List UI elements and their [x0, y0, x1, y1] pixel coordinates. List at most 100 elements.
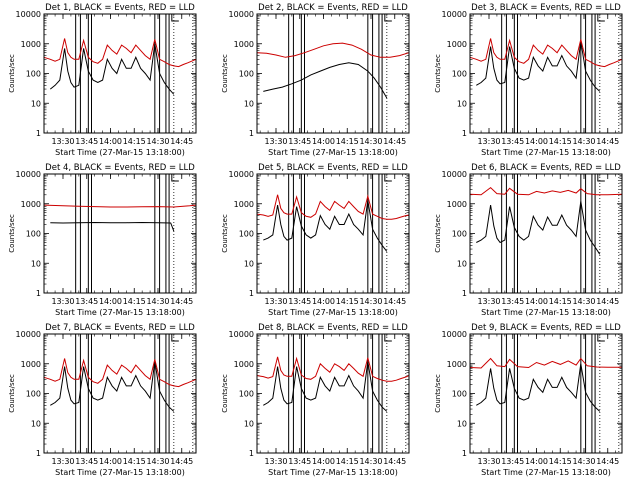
panel-title: Det 5, BLACK = Events, RED = LLD	[258, 163, 408, 173]
y-tick-label: 10000	[16, 10, 41, 19]
events-series-line	[50, 361, 175, 412]
x-axis-label: Start Time (27-Mar-15 13:18:00)	[268, 468, 398, 477]
panel-det-3: 1 10 100 1000 10000 13:30 13:45 14:00 14:15 14:30…	[434, 3, 623, 157]
x-tick-label: 14:00	[525, 457, 548, 466]
lld-series-line	[256, 356, 410, 382]
bracket-marker	[384, 174, 392, 182]
x-tick-label: 14:30	[146, 457, 169, 466]
x-tick-label: 14:30	[146, 297, 169, 306]
y-tick-label: 100	[452, 230, 467, 239]
panel-det-2: 1 10 100 1000 10000 13:30 13:45 14:00 14:15 14:30…	[221, 3, 410, 157]
lld-series-line	[469, 186, 623, 196]
plot-frame	[256, 13, 410, 134]
x-tick-label: 14:15	[549, 457, 572, 466]
plot-frame	[469, 173, 623, 294]
y-tick-label: 1	[462, 129, 467, 138]
y-axis-label: Counts/sec	[434, 214, 442, 253]
x-tick-label: 13:45	[75, 297, 98, 306]
x-tick-label: 14:00	[99, 137, 122, 146]
x-axis-label: Start Time (27-Mar-15 13:18:00)	[481, 148, 611, 157]
panel-det-1: 1 10 100 1000 10000 13:30 13:45 14:00 14:15 14:30…	[8, 3, 197, 157]
x-tick-label: 14:00	[312, 137, 335, 146]
y-axis-label: Counts/sec	[221, 374, 229, 413]
y-tick-label: 1	[462, 289, 467, 298]
bracket-marker	[384, 334, 392, 342]
x-tick-label: 14:30	[572, 297, 595, 306]
y-tick-label: 100	[239, 230, 254, 239]
y-tick-label: 10000	[16, 170, 41, 179]
y-tick-label: 10	[31, 259, 41, 268]
y-tick-label: 1	[249, 289, 254, 298]
x-tick-label: 14:15	[336, 137, 359, 146]
y-tick-label: 1000	[234, 360, 254, 369]
plot-frame	[469, 13, 623, 134]
x-tick-label: 14:45	[170, 457, 193, 466]
y-tick-label: 100	[26, 230, 41, 239]
plot-frame	[43, 173, 197, 294]
x-tick-label: 14:30	[146, 137, 169, 146]
events-series-line	[50, 221, 175, 232]
x-tick-label: 13:45	[75, 137, 98, 146]
y-tick-label: 1000	[447, 40, 467, 49]
y-tick-label: 10000	[442, 10, 467, 19]
lld-series-line	[43, 204, 197, 208]
x-tick-label: 13:30	[51, 137, 74, 146]
x-tick-label: 14:15	[123, 137, 146, 146]
y-tick-label: 10	[31, 419, 41, 428]
x-tick-label: 14:45	[596, 297, 619, 306]
y-tick-label: 10000	[229, 170, 254, 179]
x-tick-label: 13:30	[51, 457, 74, 466]
x-tick-label: 13:30	[264, 457, 287, 466]
x-axis-label: Start Time (27-Mar-15 13:18:00)	[481, 468, 611, 477]
events-series-line	[49, 43, 175, 95]
x-tick-label: 14:15	[336, 297, 359, 306]
panel-title: Det 6, BLACK = Events, RED = LLD	[471, 163, 621, 173]
panel-title: Det 7, BLACK = Events, RED = LLD	[45, 323, 195, 333]
y-tick-label: 100	[452, 390, 467, 399]
x-tick-label: 14:15	[549, 297, 572, 306]
x-tick-label: 14:00	[525, 297, 548, 306]
y-tick-label: 1000	[234, 200, 254, 209]
x-tick-label: 14:30	[359, 137, 382, 146]
bracket-marker	[171, 334, 179, 342]
y-tick-label: 10	[31, 99, 41, 108]
panel-title: Det 2, BLACK = Events, RED = LLD	[258, 3, 408, 13]
panel-title: Det 1, BLACK = Events, RED = LLD	[45, 3, 195, 13]
x-tick-label: 14:15	[549, 137, 572, 146]
x-tick-label: 14:45	[383, 457, 406, 466]
x-tick-label: 14:15	[336, 457, 359, 466]
y-tick-label: 1	[462, 449, 467, 458]
x-tick-label: 14:45	[170, 297, 193, 306]
x-tick-label: 14:15	[123, 457, 146, 466]
x-tick-label: 14:00	[99, 457, 122, 466]
x-tick-label: 14:45	[170, 137, 193, 146]
y-tick-label: 100	[239, 70, 254, 79]
x-tick-label: 14:45	[596, 137, 619, 146]
y-axis-label: Counts/sec	[8, 54, 16, 93]
y-tick-label: 10000	[229, 330, 254, 339]
x-tick-label: 14:00	[525, 137, 548, 146]
y-tick-label: 1000	[447, 360, 467, 369]
bracket-marker	[384, 14, 392, 22]
y-tick-label: 1000	[21, 40, 41, 49]
events-series-line	[263, 62, 388, 99]
y-axis-label: Counts/sec	[434, 54, 442, 93]
x-tick-label: 13:45	[288, 457, 311, 466]
events-series-line	[263, 200, 388, 252]
y-tick-label: 10000	[16, 330, 41, 339]
panel-title: Det 8, BLACK = Events, RED = LLD	[258, 323, 408, 333]
x-tick-label: 13:45	[501, 297, 524, 306]
x-tick-label: 14:45	[383, 137, 406, 146]
lld-series-line	[469, 38, 623, 68]
x-axis-label: Start Time (27-Mar-15 13:18:00)	[268, 148, 398, 157]
y-tick-label: 10000	[229, 10, 254, 19]
plot-frame	[469, 333, 623, 454]
panel-det-4: 1 10 100 1000 10000 13:30 13:45 14:00 14:15 14:30…	[8, 163, 197, 317]
panel-title: Det 9, BLACK = Events, RED = LLD	[471, 323, 621, 333]
bracket-marker	[597, 334, 605, 342]
events-series-line	[476, 201, 601, 255]
panel-det-7: 1 10 100 1000 10000 13:30 13:45 14:00 14:15 14:30…	[8, 323, 197, 477]
panel-det-6: 1 10 100 1000 10000 13:30 13:45 14:00 14:15 14:30…	[434, 163, 623, 317]
panel-title: Det 3, BLACK = Events, RED = LLD	[471, 3, 621, 13]
